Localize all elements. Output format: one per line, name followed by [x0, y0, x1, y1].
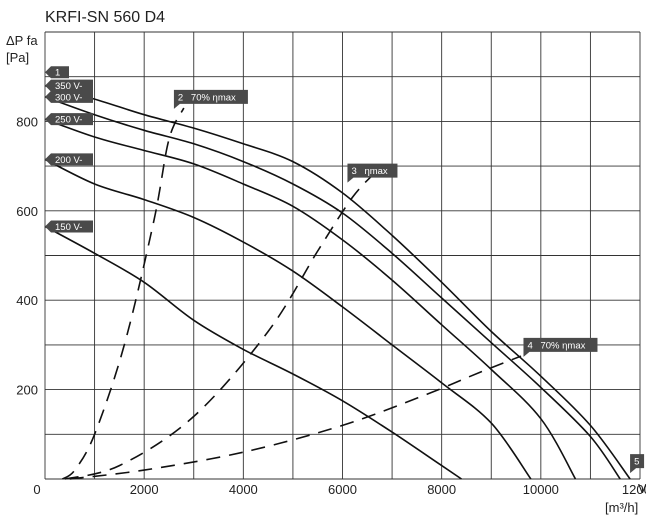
curve-tag-label: 1 — [55, 68, 60, 79]
curve-tag-shape — [45, 113, 93, 126]
curve-tag-shape — [45, 220, 93, 233]
curve-tags: 1 350 V-300 V- 250 V- 200 V- 150 V- — [45, 66, 93, 233]
curve-tag-shape — [45, 90, 93, 103]
efficiency-marker-number: 4 — [527, 340, 532, 351]
x-tick-label: 12000 — [622, 482, 646, 497]
efficiency-line — [69, 355, 522, 480]
x-tick-label: 8000 — [427, 482, 456, 497]
x-tick-label: 10000 — [523, 482, 559, 497]
grid — [44, 31, 641, 480]
speed-curve-line — [44, 225, 462, 480]
curve-tag-shape — [45, 153, 93, 166]
y-tick-label: 600 — [16, 204, 38, 219]
y-tick-label: 800 — [16, 114, 38, 129]
efficiency-marker-number: 3 — [351, 166, 356, 177]
x-tick-label: 6000 — [328, 482, 357, 497]
efficiency-marker-number: 5 — [634, 457, 639, 468]
curve-tag-label: 200 V- — [55, 155, 82, 166]
y-tick-label: 200 — [16, 383, 38, 398]
efficiency-marker-shape — [523, 337, 598, 357]
efficiency-marker-label: 70% ηmax — [191, 92, 236, 103]
y-tick-label: 400 — [16, 293, 38, 308]
efficiency-marker-label: ηmax — [364, 166, 387, 177]
speed-curve-line — [44, 158, 532, 480]
x-tick-label: 0 — [33, 482, 40, 497]
efficiency-markers: 2 70% ηmax 3 ηmax 4 70% ηmax 5 — [173, 89, 645, 474]
tick-labels: 0 2000 4000 6000 8000 10000 12000 200 400 600 800 — [16, 114, 646, 497]
speed-curve-line — [44, 84, 631, 480]
speed-curve-line — [44, 96, 621, 480]
curve-tag-label: 150 V- — [55, 222, 82, 233]
series-lines — [44, 84, 631, 480]
x-tick-label: 4000 — [229, 482, 258, 497]
efficiency-line — [64, 170, 378, 480]
efficiency-marker-shape — [630, 454, 645, 474]
efficiency-marker-label: 70% ηmax — [540, 340, 585, 351]
efficiency-marker-shape — [173, 89, 248, 109]
y-axis-label: ΔP fa — [6, 33, 38, 48]
curve-tag-label: 300 V- — [55, 92, 82, 103]
curve-tag-label: 250 V- — [55, 115, 82, 126]
curve-tag-shape — [45, 79, 93, 92]
y-axis-unit: [Pa] — [6, 50, 29, 65]
x-axis-label: V — [638, 481, 646, 496]
curve-tag-label: 350 V- — [55, 81, 82, 92]
chart-title: KRFI-SN 560 D4 — [45, 9, 165, 26]
efficiency-marker-number: 2 — [178, 92, 183, 103]
x-axis-unit: [m³/h] — [605, 500, 638, 515]
x-tick-label: 2000 — [130, 482, 159, 497]
curve-tag-shape — [45, 66, 69, 79]
speed-curve-line — [44, 118, 577, 480]
efficiency-marker-shape — [347, 163, 398, 183]
